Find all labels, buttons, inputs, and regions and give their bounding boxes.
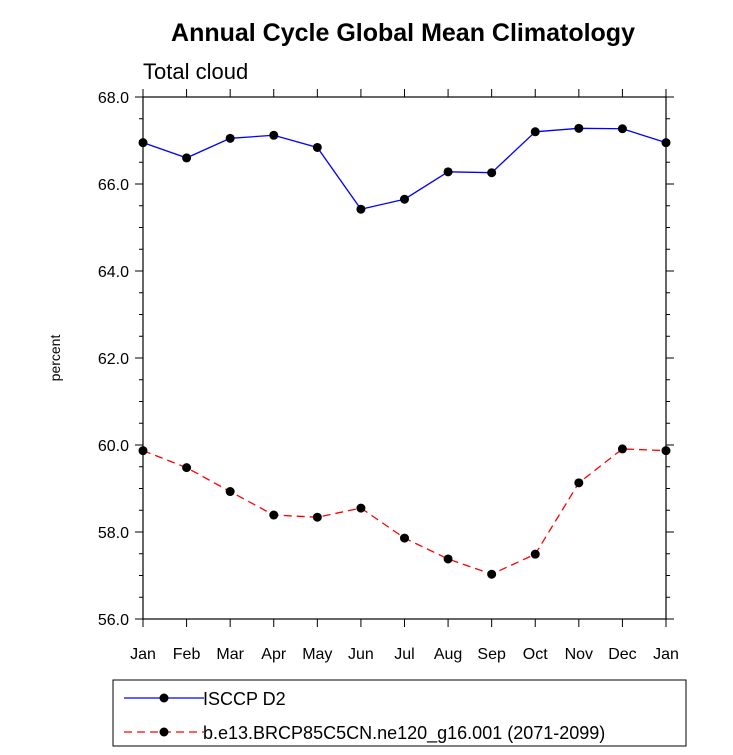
y-tick-label: 62.0 <box>98 351 129 368</box>
y-tick-label: 58.0 <box>98 525 129 542</box>
data-point <box>269 510 279 520</box>
legend-item: b.e13.BRCP85C5CN.ne120_g16.001 (2071-209… <box>124 723 605 744</box>
data-point <box>443 554 453 564</box>
data-point <box>269 130 279 140</box>
data-point <box>443 167 453 177</box>
x-tick-label: Aug <box>434 646 462 663</box>
chart-subtitle: Total cloud <box>143 59 248 84</box>
data-point <box>138 446 148 456</box>
data-point <box>617 124 627 134</box>
data-point <box>487 569 497 579</box>
data-point <box>400 533 409 543</box>
legend-marker <box>159 693 169 703</box>
data-point <box>400 194 409 204</box>
x-tick-label: Jan <box>653 646 679 663</box>
data-point <box>574 123 584 133</box>
data-point <box>530 549 540 559</box>
data-point <box>182 153 192 163</box>
data-point <box>225 133 235 143</box>
x-tick-label: Dec <box>608 646 636 663</box>
y-tick-labels: 56.0 58.0 60.0 62.0 64.0 66.0 68.0 <box>98 90 129 629</box>
y-tick-label: 60.0 <box>98 438 129 455</box>
data-point <box>356 204 366 214</box>
y-axis-label: percent <box>47 335 63 382</box>
legend-item: ISCCP D2 <box>124 689 286 709</box>
data-point <box>356 503 366 513</box>
series-1 <box>138 123 671 214</box>
y-tick-label: 68.0 <box>98 90 129 107</box>
legend-box <box>112 679 687 747</box>
legend: ISCCP D2 b.e13.BRCP85C5CN.ne120_g16.001 (… <box>112 679 687 747</box>
y-tick-label: 66.0 <box>98 177 129 194</box>
data-point <box>487 168 497 178</box>
x-tick-label: Mar <box>216 646 244 663</box>
x-tick-label: Nov <box>565 646 593 663</box>
axis-ticks <box>135 89 674 627</box>
chart-title: Annual Cycle Global Mean Climatology <box>171 19 635 47</box>
x-tick-label: Oct <box>523 646 548 663</box>
data-point <box>312 142 322 152</box>
x-tick-label: Jun <box>348 646 374 663</box>
data-point <box>661 446 671 456</box>
data-point <box>574 478 584 488</box>
legend-marker <box>159 727 169 737</box>
y-tick-label: 64.0 <box>98 264 129 281</box>
legend-label: ISCCP D2 <box>203 689 286 709</box>
data-point <box>138 138 148 148</box>
data-point <box>182 463 192 473</box>
y-tick-label: 56.0 <box>98 612 129 629</box>
data-point <box>312 512 322 522</box>
x-tick-label: Jan <box>130 646 156 663</box>
x-tick-label: Jul <box>394 646 414 663</box>
x-tick-label: Feb <box>173 646 201 663</box>
data-point <box>617 444 627 454</box>
series-layer <box>138 123 671 579</box>
data-point <box>661 138 671 148</box>
data-point <box>225 487 235 497</box>
data-point <box>530 127 540 137</box>
x-tick-labels: Jan Feb Mar Apr May Jun Jul Aug Sep Oct Nov Dec Jan <box>130 646 679 663</box>
x-tick-label: May <box>302 646 332 663</box>
series-2 <box>138 444 671 579</box>
legend-items: ISCCP D2 b.e13.BRCP85C5CN.ne120_g16.001 (… <box>124 689 605 744</box>
legend-label: b.e13.BRCP85C5CN.ne120_g16.001 (2071-209… <box>203 723 605 744</box>
x-tick-label: Sep <box>477 646 506 663</box>
series-line <box>142 448 667 575</box>
x-tick-label: Apr <box>261 646 287 663</box>
